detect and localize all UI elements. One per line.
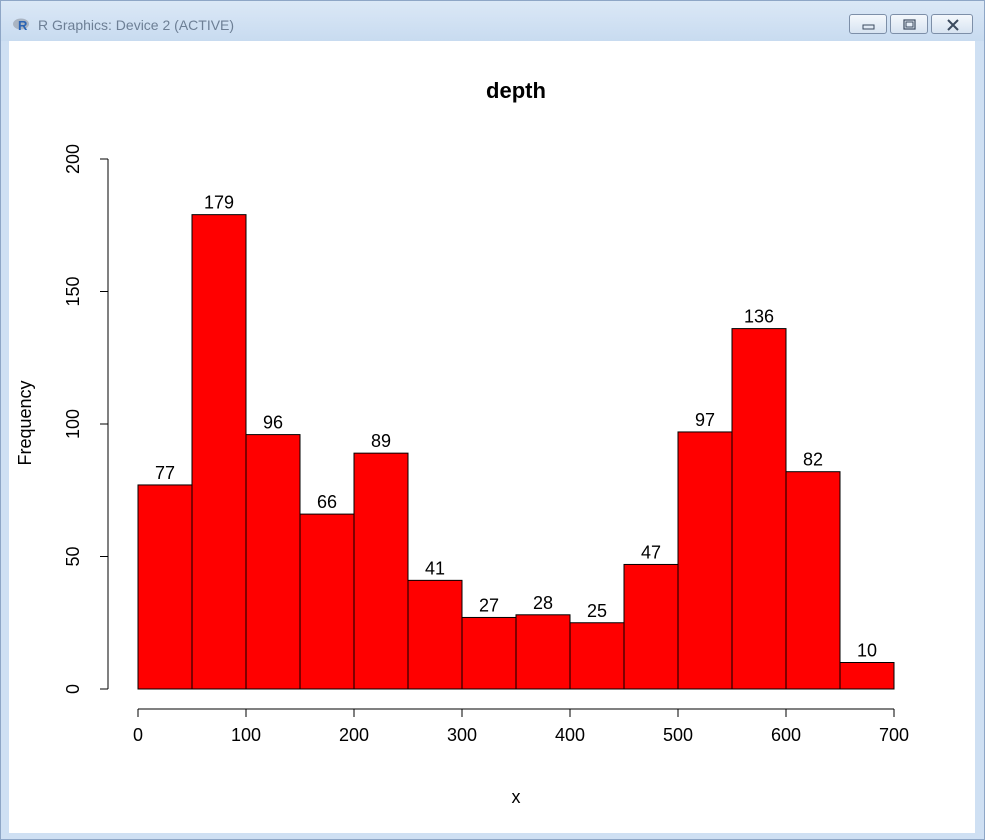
x-tick-label: 100 bbox=[231, 725, 261, 745]
bar-value-label: 10 bbox=[857, 641, 877, 661]
x-tick-label: 0 bbox=[133, 725, 143, 745]
y-tick-label: 0 bbox=[63, 684, 83, 694]
histogram-bar bbox=[839, 662, 895, 690]
x-tick-label: 400 bbox=[555, 725, 585, 745]
histogram-bar bbox=[785, 471, 841, 690]
restore-button[interactable] bbox=[890, 14, 928, 34]
histogram-bar bbox=[137, 484, 193, 690]
histogram-bar bbox=[461, 616, 517, 690]
bar-value-label: 27 bbox=[479, 595, 499, 615]
bar-value-label: 77 bbox=[155, 463, 175, 483]
y-tick-label: 150 bbox=[63, 276, 83, 306]
svg-text:R: R bbox=[18, 18, 28, 33]
close-button[interactable] bbox=[931, 14, 973, 34]
histogram-chart: depth x Frequency 77 179 96 66 89 41 27 28 25 47 9… bbox=[15, 78, 909, 807]
histogram-bar bbox=[245, 434, 301, 690]
histogram-bar bbox=[623, 563, 679, 690]
title-bar[interactable]: R R Graphics: Device 2 (ACTIVE) bbox=[1, 1, 984, 41]
bars-group: 77 179 96 66 89 41 27 28 25 47 97 136 82 10 bbox=[137, 193, 895, 690]
bar-value-label: 179 bbox=[204, 193, 234, 213]
x-tick-label: 700 bbox=[879, 725, 909, 745]
bar-value-label: 96 bbox=[263, 413, 283, 433]
y-tick-label: 200 bbox=[63, 144, 83, 174]
histogram-bar bbox=[191, 214, 247, 690]
bar-value-label: 82 bbox=[803, 450, 823, 470]
x-tick-label: 200 bbox=[339, 725, 369, 745]
histogram-bar bbox=[407, 579, 463, 690]
bar-value-label: 47 bbox=[641, 542, 661, 562]
y-axis-label: Frequency bbox=[15, 380, 35, 465]
close-icon bbox=[947, 19, 959, 31]
y-tick-label: 100 bbox=[63, 409, 83, 439]
x-axis-label: x bbox=[512, 787, 521, 807]
window-title: R Graphics: Device 2 (ACTIVE) bbox=[38, 17, 235, 33]
bar-value-label: 25 bbox=[587, 601, 607, 621]
r-logo-icon: R bbox=[13, 18, 29, 33]
bar-value-label: 41 bbox=[425, 558, 445, 578]
bar-value-label: 89 bbox=[371, 431, 391, 451]
bar-value-label: 97 bbox=[695, 410, 715, 430]
x-tick-label: 300 bbox=[447, 725, 477, 745]
histogram-bar bbox=[515, 614, 571, 690]
bar-value-label: 28 bbox=[533, 593, 553, 613]
plot-area: depth x Frequency 77 179 96 66 89 41 27 28 25 47 9… bbox=[9, 41, 975, 833]
bar-value-label: 66 bbox=[317, 492, 337, 512]
bar-value-label: 136 bbox=[744, 307, 774, 327]
minimize-icon bbox=[862, 24, 875, 30]
minimize-button[interactable] bbox=[849, 14, 887, 34]
axes-group: 0 100 200 300 400 500 600 700 0 50 100 150 200 bbox=[63, 144, 909, 745]
histogram-bar bbox=[677, 431, 733, 690]
x-tick-label: 600 bbox=[771, 725, 801, 745]
chart-title: depth bbox=[486, 78, 546, 103]
x-tick-label: 500 bbox=[663, 725, 693, 745]
y-tick-label: 50 bbox=[63, 546, 83, 566]
histogram-bar bbox=[299, 513, 355, 690]
histogram-bar bbox=[731, 328, 787, 690]
restore-icon bbox=[903, 19, 916, 30]
histogram-bar bbox=[569, 622, 625, 690]
histogram-bar bbox=[353, 452, 409, 690]
